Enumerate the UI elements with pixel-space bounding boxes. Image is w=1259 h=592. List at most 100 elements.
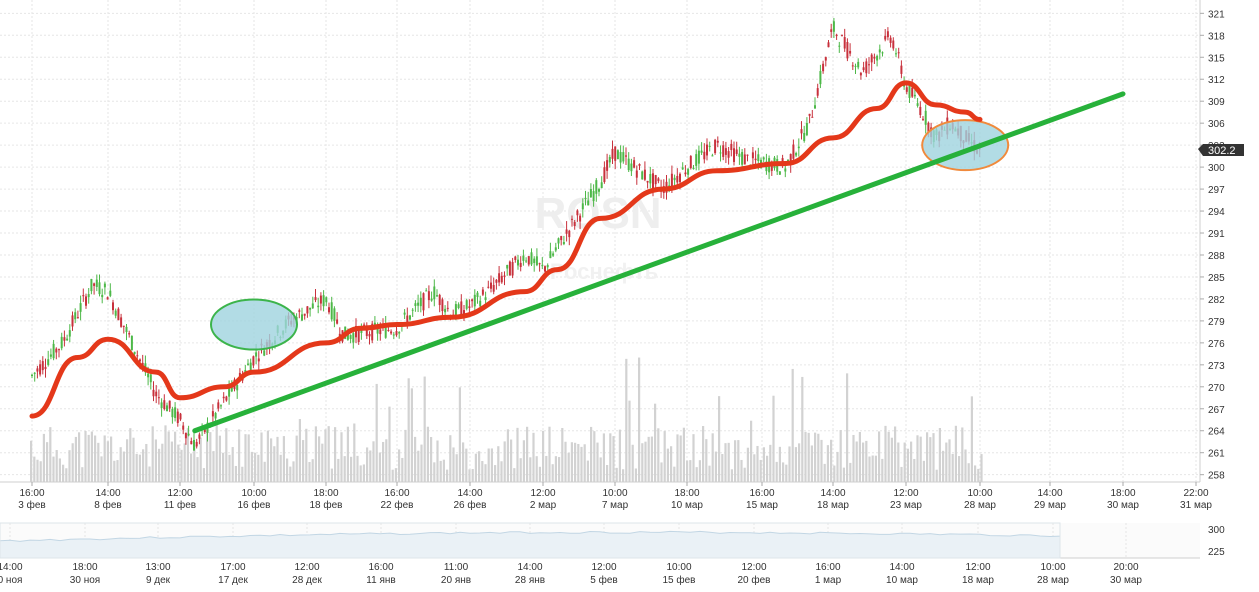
- volume-bar: [737, 440, 740, 482]
- volume-bar: [868, 456, 871, 482]
- y-tick-label: 267: [1208, 405, 1225, 416]
- volume-bar: [833, 465, 836, 482]
- candle-body: [684, 172, 687, 175]
- volume-bar: [247, 434, 250, 482]
- x-tick-date: 8 фев: [94, 499, 121, 511]
- candle-body: [479, 300, 482, 307]
- volume-bar: [254, 452, 257, 482]
- navigator-x-time: 12:00: [294, 562, 319, 573]
- volume-bar: [394, 468, 397, 482]
- volume-bar: [842, 467, 845, 482]
- volume-bar: [145, 443, 148, 482]
- y-tick-label: 318: [1208, 31, 1225, 42]
- volume-bar: [417, 450, 420, 482]
- x-tick-time: 12:00: [167, 488, 192, 499]
- candle-body: [33, 372, 36, 374]
- navigator[interactable]: 300 225 14:00 0 ноя 18:00 30 ноя 13:00 9 дек 17:…: [0, 522, 1225, 586]
- volume-bar: [596, 442, 599, 482]
- candle-body: [166, 405, 168, 412]
- volume-bar: [324, 429, 327, 482]
- candle-body: [638, 164, 641, 166]
- volume-bar: [570, 442, 573, 482]
- volume-bar: [788, 446, 791, 482]
- moving-average-line: [29, 80, 983, 419]
- candle-body: [587, 200, 590, 206]
- candle-body: [716, 140, 719, 143]
- candle-body: [670, 173, 673, 187]
- volume-bar: [810, 445, 813, 482]
- x-tick-date: 15 мар: [746, 500, 778, 511]
- volume-bar: [266, 430, 269, 482]
- candle-body: [130, 335, 133, 351]
- candle-body: [120, 317, 123, 327]
- candle-body: [511, 262, 514, 276]
- candle-body: [565, 229, 568, 234]
- candle-body: [592, 191, 595, 202]
- volume-bar: [753, 454, 756, 482]
- volume-bar: [228, 454, 231, 482]
- volume-bar: [94, 435, 97, 482]
- volume-bar: [593, 431, 596, 482]
- volume-bar: [225, 428, 228, 482]
- candle-body: [679, 173, 681, 183]
- volume-bar: [122, 451, 125, 482]
- candle-body: [830, 29, 833, 32]
- volume-bar: [679, 435, 682, 482]
- volume-bar: [746, 447, 749, 482]
- candle-body: [41, 361, 44, 371]
- volume-bar: [343, 456, 346, 482]
- x-tick-date: 3 фев: [18, 499, 45, 511]
- volume-bar: [977, 468, 980, 482]
- volume-bar: [273, 446, 276, 482]
- navigator-x-time: 20:00: [1113, 562, 1138, 573]
- candle-body: [184, 432, 187, 439]
- volume-bar: [615, 467, 618, 482]
- volume-bar: [282, 436, 285, 482]
- candle-body: [646, 180, 649, 183]
- volume-bar: [558, 457, 561, 482]
- x-tick-date: 16 фев: [237, 499, 270, 511]
- candle-body: [560, 236, 563, 241]
- volume-bar: [68, 450, 71, 482]
- candle-body: [298, 310, 301, 312]
- volume-bar: [887, 431, 890, 482]
- candle-body: [236, 385, 239, 391]
- volume-bars: [30, 357, 983, 482]
- candle-body: [325, 297, 328, 303]
- candle-body: [484, 297, 487, 301]
- candle-body: [832, 21, 835, 32]
- volume-bar: [359, 465, 362, 482]
- volume-bar: [791, 368, 794, 482]
- candle-body: [52, 343, 55, 359]
- candle-body: [619, 151, 622, 163]
- y-tick-label: 312: [1208, 75, 1225, 86]
- x-tick-time: 14:00: [457, 488, 482, 499]
- candle-body: [735, 149, 738, 154]
- last-price-marker: [1198, 144, 1244, 156]
- candle-body: [916, 103, 919, 106]
- volume-bar: [81, 467, 84, 482]
- volume-bar: [782, 462, 785, 482]
- volume-bar: [922, 460, 925, 482]
- candle-body: [552, 253, 555, 256]
- volume-bar: [314, 426, 317, 482]
- candle-body: [460, 301, 463, 318]
- volume-bar: [164, 425, 167, 482]
- volume-bar: [858, 431, 861, 482]
- navigator-x-date: 28 мар: [1037, 575, 1069, 586]
- y-tick-label: 291: [1208, 229, 1225, 240]
- volume-bar: [967, 463, 970, 482]
- volume-bar: [730, 469, 733, 482]
- candle-body: [109, 290, 112, 296]
- volume-bar: [634, 468, 637, 482]
- candle-body: [441, 299, 444, 312]
- candle-body: [228, 387, 231, 397]
- volume-bar: [890, 437, 893, 482]
- volume-bar: [974, 465, 977, 482]
- candle-body: [503, 275, 506, 277]
- volume-bar: [884, 425, 887, 482]
- volume-bar: [650, 436, 653, 482]
- candle-body: [816, 88, 819, 96]
- volume-bar: [174, 431, 177, 482]
